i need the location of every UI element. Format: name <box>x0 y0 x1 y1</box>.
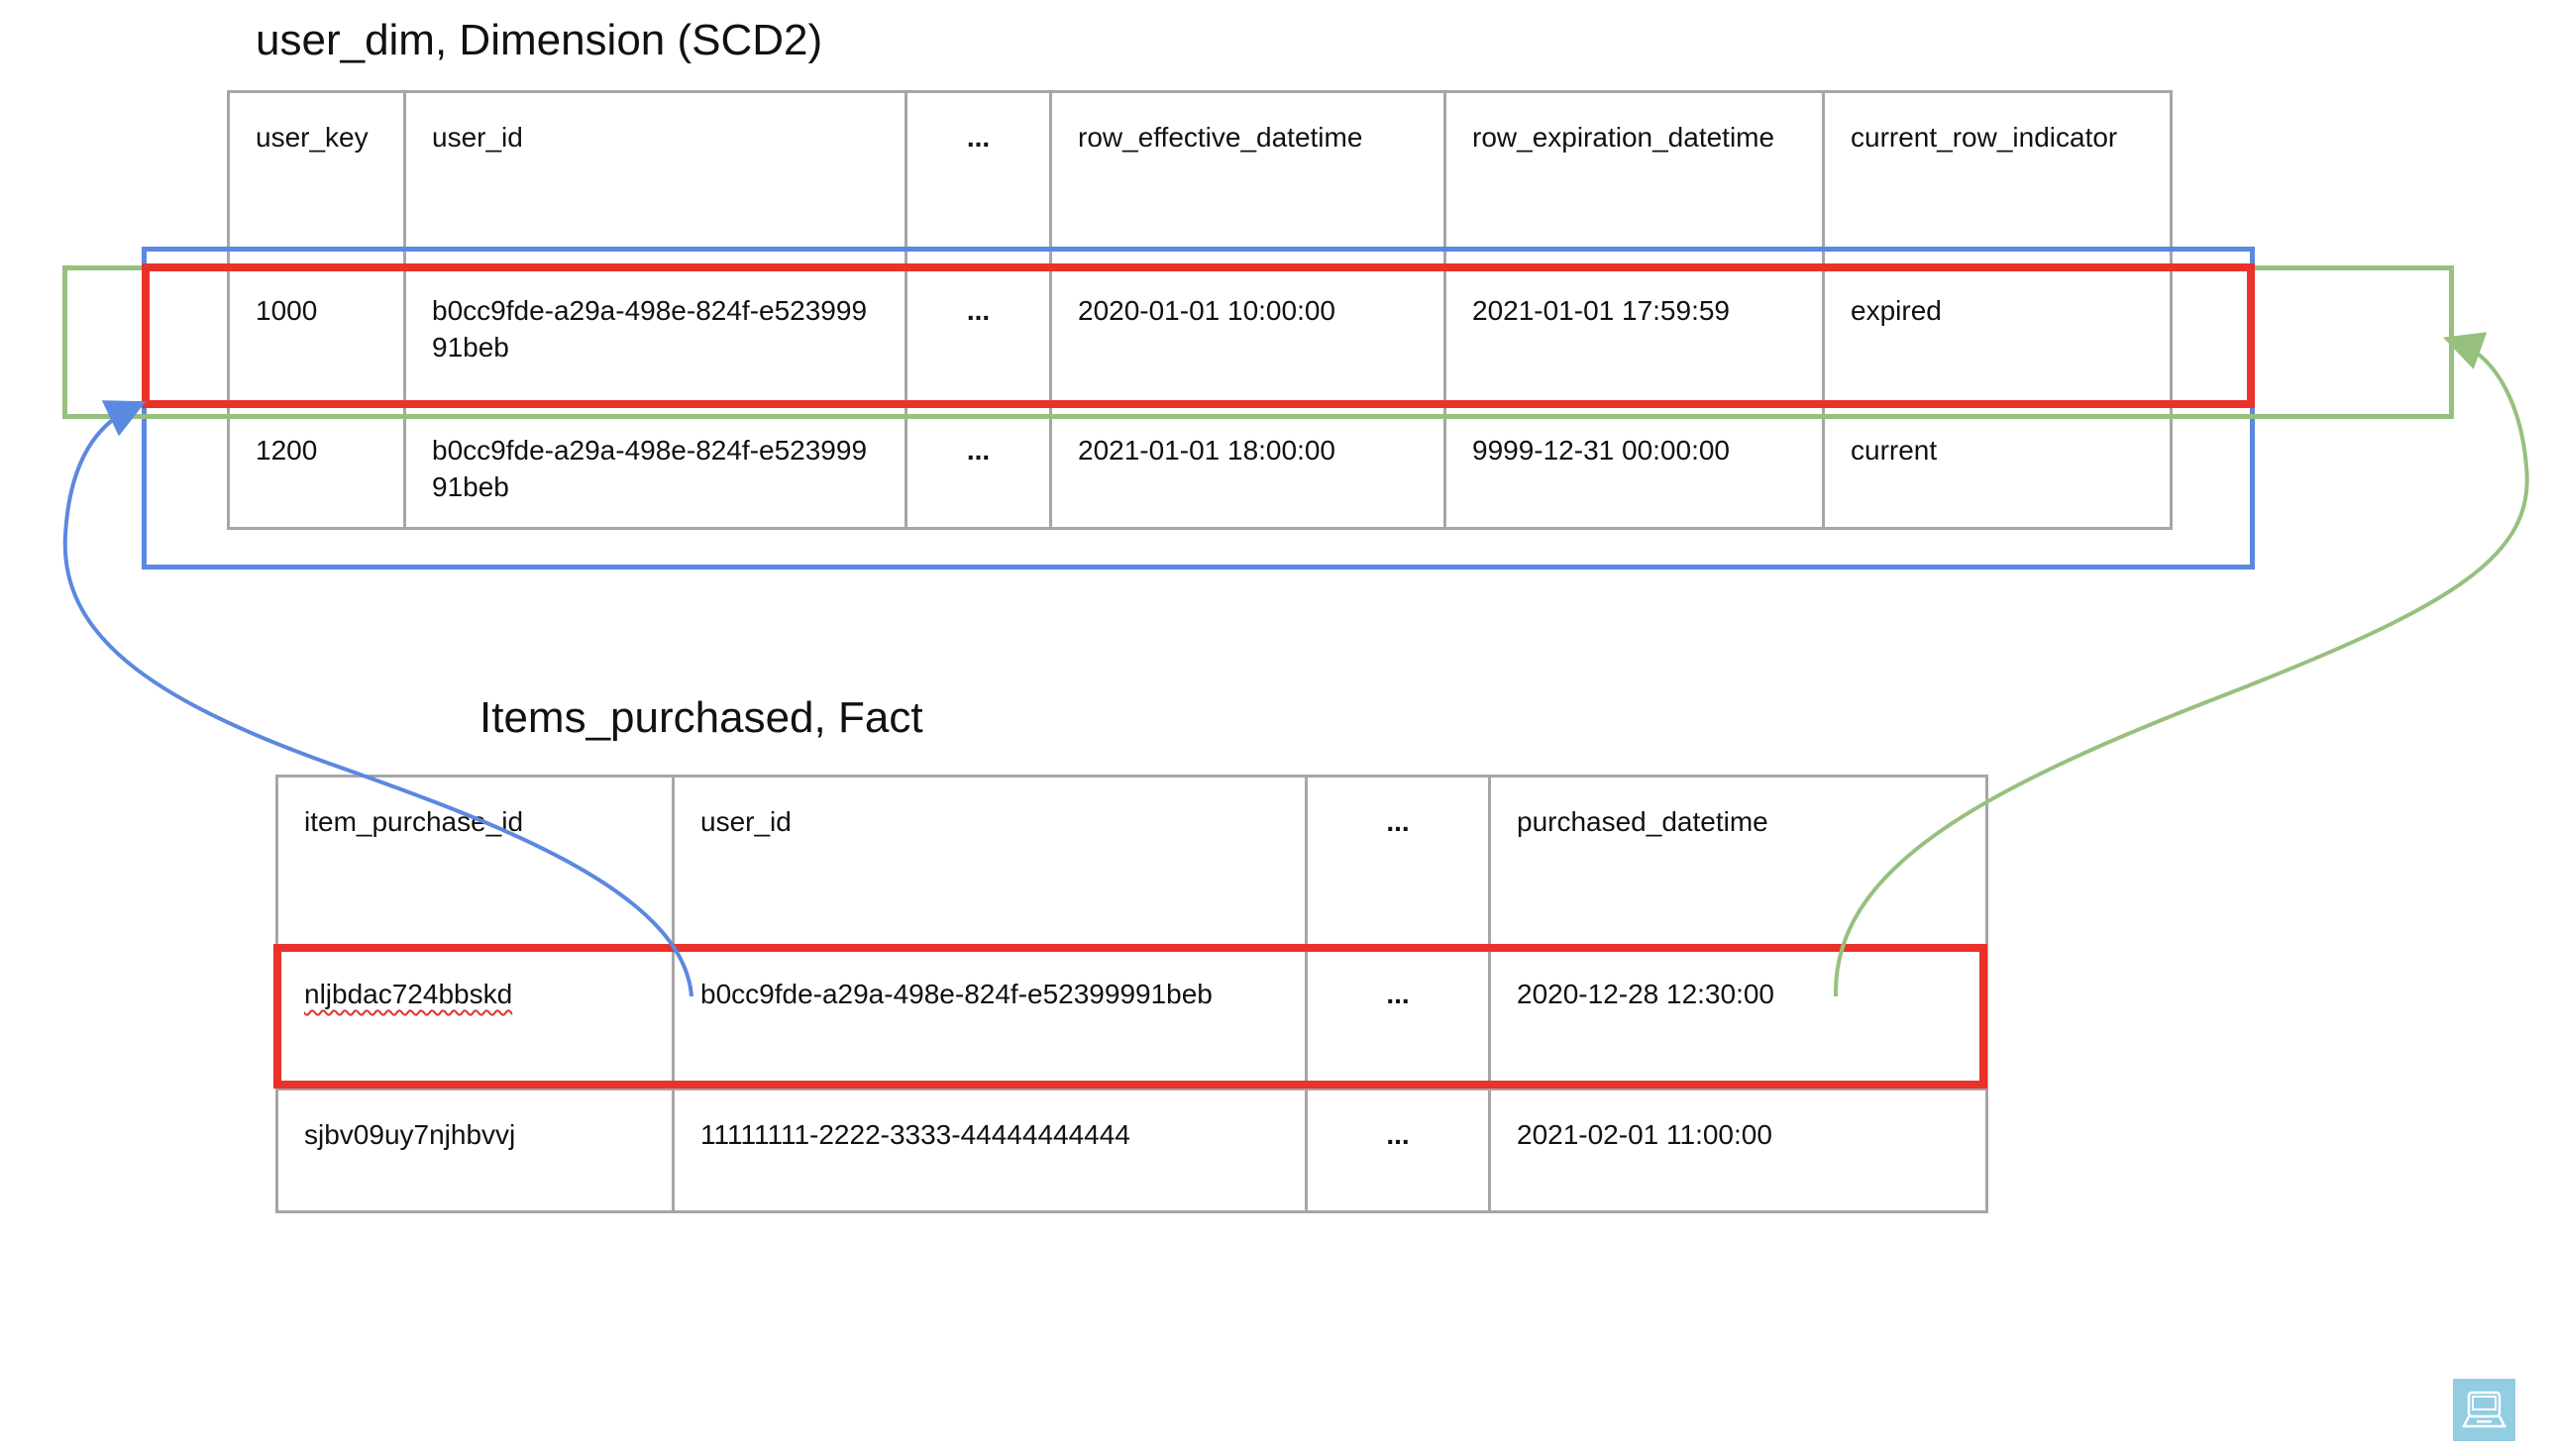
datetime-arrow <box>1833 332 2529 997</box>
table-row: 1000 b0cc9fde-a29a-498e-824f-e52399991be… <box>227 263 2173 406</box>
laptop-icon <box>2453 1379 2515 1441</box>
cell: ... <box>1305 947 1491 1091</box>
cell-text: nljbdac724bbskd <box>304 979 513 1009</box>
cell: ... <box>905 403 1052 530</box>
header-cell: row_expiration_datetime <box>1443 90 1825 266</box>
table-row: 1200 b0cc9fde-a29a-498e-824f-e52399991be… <box>227 403 2173 530</box>
cell: 11111111-2222-3333-44444444444 <box>672 1088 1308 1213</box>
table-row: sjbv09uy7njhbvvj 11111111-2222-3333-4444… <box>275 1088 1988 1213</box>
cell: sjbv09uy7njhbvvj <box>275 1088 675 1213</box>
matched-dimension-row-highlight <box>142 263 2255 408</box>
cell: b0cc9fde-a29a-498e-824f-e52399991beb <box>403 263 907 406</box>
fact-table: item_purchase_id user_id ... purchased_d… <box>275 775 1988 1213</box>
cell: 2021-01-01 18:00:00 <box>1049 403 1446 530</box>
dimension-title: user_dim, Dimension (SCD2) <box>256 16 823 64</box>
fact-title: Items_purchased, Fact <box>479 693 923 742</box>
header-cell: user_key <box>227 90 406 266</box>
header-cell: user_id <box>672 775 1308 950</box>
header-cell: current_row_indicator <box>1822 90 2173 266</box>
fact-row-highlight <box>273 944 1987 1089</box>
dimension-table: user_key user_id ... row_effective_datet… <box>227 90 2173 530</box>
cell: 2020-12-28 12:30:00 <box>1488 947 1988 1091</box>
header-cell: ... <box>905 90 1052 266</box>
cell: ... <box>1305 1088 1491 1213</box>
cell: b0cc9fde-a29a-498e-824f-e52399991beb <box>403 403 907 530</box>
cell: 1200 <box>227 403 406 530</box>
cell: 2021-02-01 11:00:00 <box>1488 1088 1988 1213</box>
header-cell: ... <box>1305 775 1491 950</box>
user-id-arrow <box>62 400 693 997</box>
